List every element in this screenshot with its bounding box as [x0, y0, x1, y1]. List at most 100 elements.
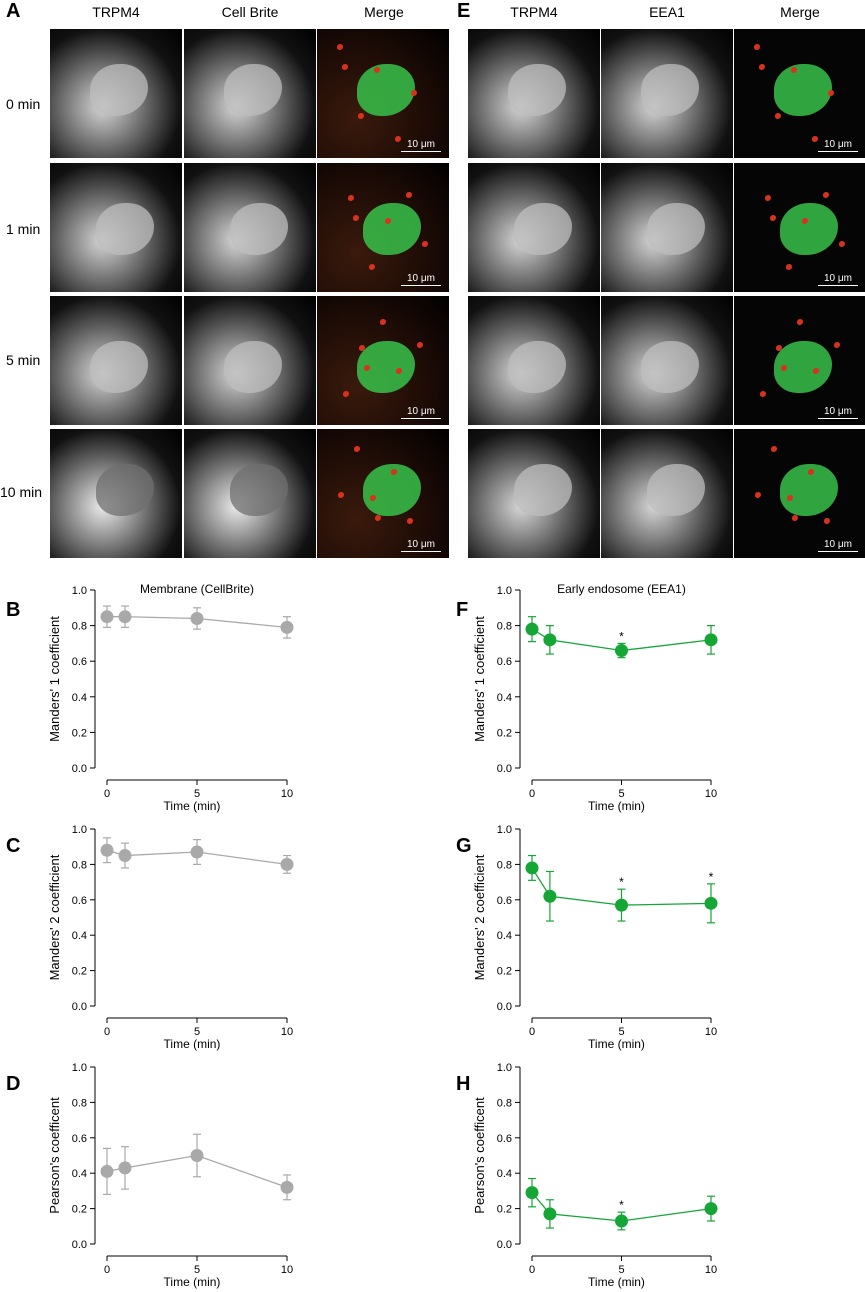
- row-label-10min: 10 min: [0, 484, 43, 500]
- cell-body-image: [774, 64, 832, 116]
- red-puncta: [337, 44, 343, 50]
- scale-bar-label: 10 μm: [407, 138, 435, 150]
- y-tick-label-c: 0.0: [72, 1001, 87, 1013]
- micrograph-right-0-2: [468, 296, 600, 425]
- micrograph-right-2-3: 10 μm: [734, 429, 865, 558]
- red-puncta: [765, 195, 771, 201]
- scale-bar-label: 10 μm: [824, 138, 852, 150]
- x-tick-label-f: 0: [529, 788, 535, 800]
- micrograph-right-0-1: [468, 163, 600, 292]
- scale-bar: 10 μm: [818, 273, 858, 286]
- series-line-c: [106, 849, 288, 866]
- cell-body-image: [508, 64, 566, 116]
- micrograph-right-2-0: 10 μm: [734, 29, 865, 158]
- y-tick-label-h: 0.4: [497, 1168, 512, 1180]
- cell-body-image: [363, 203, 421, 255]
- micrograph-right-1-0: [601, 29, 733, 158]
- micrograph-left-0-1: [50, 163, 182, 292]
- col-header-eea1: EEA1: [649, 4, 685, 20]
- y-tick-label-f: 1.0: [497, 585, 512, 597]
- y-tick-label-c: 0.4: [72, 930, 87, 942]
- data-point-d: [118, 1161, 132, 1175]
- scale-bar-label: 10 μm: [407, 405, 435, 417]
- x-tick-label-g: 0: [529, 1026, 535, 1038]
- red-puncta: [370, 495, 376, 501]
- scale-bar-label: 10 μm: [824, 405, 852, 417]
- micrograph-right-2-2: 10 μm: [734, 296, 865, 425]
- panel-letter-b: B: [6, 599, 20, 621]
- y-tick-label-b: 0.0: [72, 763, 87, 775]
- micrograph-left-1-2: [184, 296, 316, 425]
- series-line-g: [531, 867, 712, 906]
- scale-bar-line: [401, 550, 441, 552]
- cell-body-image: [90, 341, 148, 393]
- red-puncta: [385, 218, 391, 224]
- row-label-1min: 1 min: [6, 221, 41, 237]
- panel-letter-c: C: [6, 835, 20, 857]
- y-axis-label-b: Manders' 1 coefficient: [47, 616, 62, 742]
- cell-body-image: [230, 464, 288, 516]
- col-header-trpm4-left: TRPM4: [92, 4, 140, 20]
- scale-bar: 10 μm: [401, 539, 441, 552]
- micrograph-left-0-0: [50, 29, 182, 158]
- red-puncta: [775, 113, 781, 119]
- y-tick-label-h: 0.2: [497, 1204, 512, 1216]
- col-header-merge-right: Merge: [780, 4, 820, 20]
- data-point-c: [118, 849, 132, 863]
- micrograph-left-0-2: [50, 296, 182, 425]
- red-puncta: [802, 218, 808, 224]
- chart-title-f: Early endosome (EEA1): [557, 582, 686, 596]
- red-puncta: [760, 391, 766, 397]
- x-tick-label-h: 0: [529, 1264, 535, 1276]
- chart-title-b: Membrane (CellBrite): [140, 582, 254, 596]
- red-puncta: [808, 469, 814, 475]
- red-puncta: [755, 492, 761, 498]
- panel-letter-e: E: [457, 0, 471, 22]
- col-header-trpm4-right: TRPM4: [510, 4, 558, 20]
- significance-star-h: *: [619, 1198, 624, 1212]
- scale-bar-line: [818, 417, 858, 419]
- cell-body-image: [96, 464, 154, 516]
- cell-body-image: [780, 203, 838, 255]
- micrograph-right-0-3: [468, 429, 600, 558]
- red-puncta: [770, 215, 776, 221]
- red-puncta: [797, 319, 803, 325]
- micrograph-left-1-1: [184, 163, 316, 292]
- x-tick-label-d: 0: [104, 1264, 110, 1276]
- data-point-b: [190, 611, 204, 625]
- data-point-b: [280, 620, 294, 634]
- red-puncta: [380, 319, 386, 325]
- y-tick-label-b: 0.4: [72, 692, 87, 704]
- cell-body-image: [647, 464, 705, 516]
- y-tick-label-c: 0.8: [72, 859, 87, 871]
- y-tick-label-h: 0.0: [497, 1239, 512, 1251]
- x-tick-label-h: 5: [618, 1264, 624, 1276]
- data-point-d: [100, 1164, 114, 1178]
- data-point-f: [525, 622, 539, 636]
- micrograph-left-2-0: 10 μm: [317, 29, 449, 158]
- panel-letter-d: D: [6, 1073, 20, 1095]
- y-tick-label-h: 1.0: [497, 1062, 512, 1074]
- y-tick-label-d: 1.0: [72, 1062, 87, 1074]
- red-puncta: [792, 515, 798, 521]
- scale-bar: 10 μm: [401, 405, 441, 419]
- data-point-g: [704, 896, 718, 910]
- x-axis-label-f: Time (min): [588, 799, 645, 813]
- y-tick-label-f: 0.0: [497, 763, 512, 775]
- y-axis-label-d: Pearson's coefficent: [47, 1097, 62, 1214]
- x-tick-label-f: 10: [705, 788, 717, 800]
- micrograph-left-0-3: [50, 429, 182, 558]
- panel-letter-h: H: [456, 1073, 470, 1095]
- y-tick-label-d: 0.2: [72, 1204, 87, 1216]
- micrograph-right-1-1: [601, 163, 733, 292]
- red-puncta: [369, 264, 375, 270]
- y-tick-label-b: 0.6: [72, 656, 87, 668]
- col-header-cellbrite: Cell Brite: [221, 4, 279, 20]
- y-tick-label-d: 0.0: [72, 1239, 87, 1251]
- y-axis-label-h: Pearson's coefficent: [472, 1097, 487, 1214]
- cell-body-image: [647, 203, 705, 255]
- y-axis-label-c: Manders' 2 coefficient: [47, 854, 62, 980]
- scale-bar: 10 μm: [818, 138, 858, 152]
- scale-bar: 10 μm: [401, 138, 441, 152]
- y-tick-label-g: 1.0: [497, 824, 512, 836]
